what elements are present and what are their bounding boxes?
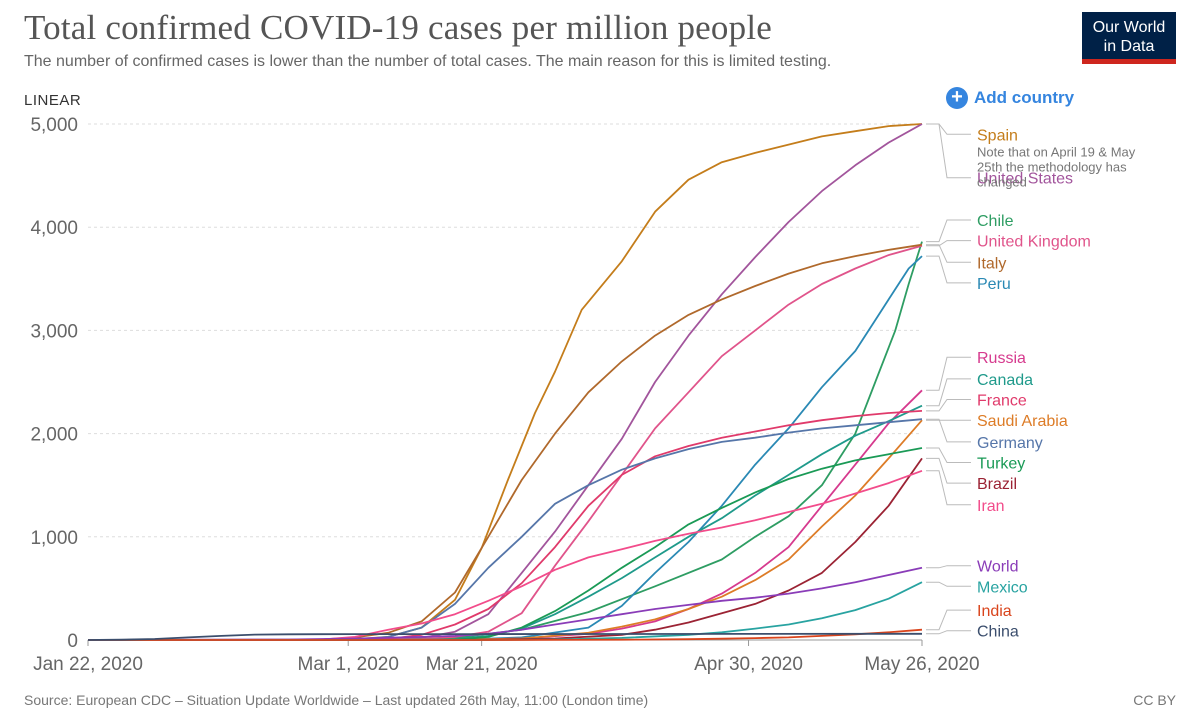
legend-label-india[interactable]: India xyxy=(977,603,1012,620)
series-line-italy[interactable] xyxy=(88,243,923,641)
legend-connector xyxy=(926,447,971,463)
legend-label-france[interactable]: France xyxy=(977,393,1027,410)
y-tick-label: 3,000 xyxy=(30,321,78,342)
add-country-button[interactable]: + Add country xyxy=(946,87,1074,109)
legend-label-saudi-arabia[interactable]: Saudi Arabia xyxy=(977,413,1068,430)
series-line-turkey[interactable] xyxy=(87,447,923,641)
series-line-chile[interactable] xyxy=(87,241,923,641)
add-country-label: Add country xyxy=(974,88,1075,107)
license-label[interactable]: CC BY xyxy=(1133,692,1176,708)
series-line-united-states[interactable] xyxy=(88,123,923,641)
series-line-united-kingdom[interactable] xyxy=(88,244,923,641)
legend-connector xyxy=(926,123,971,135)
legend-label-world[interactable]: World xyxy=(977,559,1019,576)
y-tick-label: 2,000 xyxy=(30,425,78,446)
series-line-france[interactable] xyxy=(87,410,923,641)
legend-label-china[interactable]: China xyxy=(977,624,1019,641)
legend-label-peru[interactable]: Peru xyxy=(977,276,1011,293)
series-line-spain[interactable] xyxy=(87,123,923,641)
legend-connector xyxy=(926,581,971,587)
legend-label-mexico[interactable]: Mexico xyxy=(977,579,1028,596)
series-line-china[interactable] xyxy=(87,632,923,641)
legend-connector xyxy=(926,630,971,635)
source-note[interactable]: Source: European CDC – Situation Update … xyxy=(24,692,649,708)
y-tick-label: 1,000 xyxy=(30,528,78,549)
legend-label-united-kingdom[interactable]: United Kingdom xyxy=(977,234,1091,251)
series-line-peru[interactable] xyxy=(87,255,923,641)
legend-connector xyxy=(926,356,971,391)
series-line-canada[interactable] xyxy=(87,404,923,641)
legend-connector xyxy=(926,399,971,412)
legend-label-turkey[interactable]: Turkey xyxy=(977,455,1025,472)
series-line-world[interactable] xyxy=(87,566,923,641)
logo-line-2: in Data xyxy=(1103,38,1155,55)
chart-subtitle: The number of confirmed cases is lower t… xyxy=(24,53,832,70)
legend-connector xyxy=(926,123,971,179)
owid-logo[interactable]: Our World in Data xyxy=(1082,12,1176,64)
series-line-russia[interactable] xyxy=(88,389,923,641)
y-tick-label: 0 xyxy=(67,631,78,652)
legend-connector xyxy=(926,565,971,569)
x-tick-label: May 26, 2020 xyxy=(864,654,979,675)
y-tick-label: 4,000 xyxy=(30,218,78,239)
series-line-germany[interactable] xyxy=(87,418,923,641)
legend-label-iran[interactable]: Iran xyxy=(977,498,1005,515)
legend-connector xyxy=(926,378,971,407)
x-tick-label: Mar 1, 2020 xyxy=(298,654,399,675)
legend-connector xyxy=(926,470,971,506)
legend-label-canada[interactable]: Canada xyxy=(977,372,1033,389)
plus-icon: + xyxy=(946,87,968,109)
legend-label-chile[interactable]: Chile xyxy=(977,213,1014,230)
legend-label-russia[interactable]: Russia xyxy=(977,350,1026,367)
legend-label-united-states[interactable]: United States xyxy=(977,171,1073,188)
legend-connector xyxy=(926,255,971,284)
legend-label-spain[interactable]: Spain xyxy=(977,127,1018,144)
x-tick-label: Jan 22, 2020 xyxy=(33,654,143,675)
legend-label-brazil[interactable]: Brazil xyxy=(977,476,1017,493)
legend-connector xyxy=(926,240,971,247)
legend-connector xyxy=(926,244,971,263)
chart-title: Total confirmed COVID-19 cases per milli… xyxy=(24,8,772,47)
x-tick-label: Mar 21, 2020 xyxy=(426,654,538,675)
legend-connector xyxy=(926,219,971,243)
logo-line-1: Our World xyxy=(1092,19,1166,36)
logo-accent-bar xyxy=(1082,59,1176,64)
legend-connector xyxy=(926,418,971,443)
y-tick-label: 5,000 xyxy=(30,115,78,136)
legend-connector xyxy=(926,457,971,484)
scale-toggle[interactable]: LINEAR xyxy=(24,92,82,109)
legend-label-germany[interactable]: Germany xyxy=(977,435,1043,452)
series-line-iran[interactable] xyxy=(87,469,923,641)
legend-connector xyxy=(926,609,971,631)
methodology-note: Note that on April 19 & May 25th the meth… xyxy=(977,144,1136,189)
series-line-brazil[interactable] xyxy=(87,457,923,641)
legend-label-italy[interactable]: Italy xyxy=(977,255,1006,272)
series-line-saudi-arabia[interactable] xyxy=(87,419,923,641)
x-tick-label: Apr 30, 2020 xyxy=(694,654,803,675)
